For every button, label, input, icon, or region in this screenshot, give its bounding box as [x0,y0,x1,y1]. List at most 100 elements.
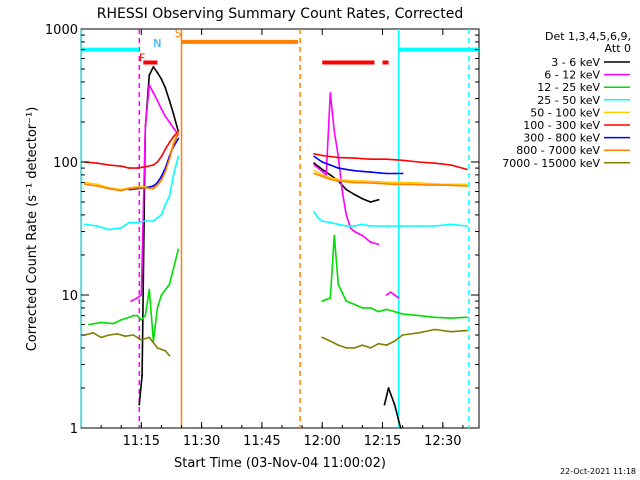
series-50-100-kev-point [345,179,348,182]
y-tick-label: 1000 [45,23,78,38]
x-tick-label: 11:45 [243,434,280,449]
series-12-25-kev-point [449,317,452,320]
series-12-25-kev-point [385,308,388,311]
series-50-100-kev-point [337,178,340,181]
series-25-50-kev-point [449,223,452,226]
series-100-300-kev-point [433,162,436,165]
series-3-6-kev-point [345,188,348,191]
series-6-12-kev-point [329,92,332,94]
series-25-50-kev-point [385,225,388,227]
chart-title: RHESSI Observing Summary Count Rates, Co… [97,6,463,22]
series-100-300-kev-point [96,162,98,165]
series-800-7000-kev-point [152,187,155,190]
series-25-50-kev-point [313,211,316,214]
series-25-50-kev-segment-1 [313,211,467,227]
series-300-800-kev-point [377,171,380,174]
series-12-25-kev-point [321,300,324,302]
marker-f: F [139,51,145,64]
series-25-50-kev-segment-0 [84,156,180,231]
series-800-7000-kev-point [96,185,98,187]
series-7000-15000-kev-point [140,338,143,341]
series-100-300-kev-point [108,164,111,166]
series-25-50-kev-point [329,221,332,224]
series-12-25-kev-point [466,316,468,319]
series-12-25-kev-point [337,283,340,286]
series-25-50-kev-point [152,220,155,222]
series-3-6-kev-point [138,403,141,406]
series-3-6-kev-point [353,193,356,196]
y-axis-ticks: 1 10 100 1000 [45,23,479,437]
series-7000-15000-kev-point [345,347,348,349]
marker-n: N [153,37,161,50]
series-300-800-kev-point [177,137,180,140]
series-800-7000-kev [84,132,468,192]
series-12-25-kev-point [329,297,332,299]
series-12-25-kev-point [136,314,139,317]
series-7000-15000-kev-point [116,332,119,335]
series-100-300-kev-point [353,157,356,159]
series-25-50-kev-point [361,223,364,226]
series-6-12-kev-point [377,243,380,246]
series-25-50-kev-point [108,228,111,231]
legend-header-0: Det 1,3,4,5,6,9, [545,30,631,43]
legend-header-1: Att 0 [605,42,631,55]
x-axis-label: Start Time (03-Nov-04 11:00:02) [174,456,386,471]
legend-label-12-25-kev: 12 - 25 keV [537,81,600,94]
series-300-800-kev-segment-1 [313,155,403,175]
series-3-6-kev-point [369,201,372,203]
series-100-300-kev-segment-1 [314,153,468,171]
series-50-100-kev-point [425,182,428,185]
series-12-25-kev-point [120,318,123,321]
series-25-50-kev-point [433,225,436,227]
series-7000-15000-kev-segment-0 [84,331,171,357]
legend-label-100-300-kev: 100 - 300 keV [523,119,600,132]
series-12-25-kev-point [144,314,147,317]
series-800-7000-kev-point [353,181,356,184]
series-300-800-kev-point [329,164,332,166]
series-3-6-kev-point [160,78,163,81]
y-axis-label: Corrected Count Rate (s⁻¹ detector⁻¹) [25,107,40,352]
series-50-100-kev-point [409,181,412,184]
series-25-50-kev-point [345,225,348,227]
series-300-800-kev-point [321,161,324,163]
series-300-800-kev-point [369,171,372,173]
series-50-100-kev-point [353,180,356,182]
series-6-12-kev-point [317,167,320,169]
series-12-25-kev-point [128,316,131,319]
series-6-12-kev-point [168,121,171,123]
series-100-300-kev-point [337,156,340,159]
series-12-25-kev [88,234,468,343]
series-6-12-kev-point [321,170,324,173]
series-800-7000-kev-point [108,187,111,190]
series-800-7000-kev-point [361,181,364,184]
series-6-12-kev-point [152,92,155,94]
series-50-100-kev-point [313,169,316,172]
series-7000-15000-kev-point [377,342,380,345]
series-6-12-kev-point [389,291,392,294]
x-tick-label: 11:30 [183,434,220,449]
series-25-50-kev-point [144,220,147,222]
legend-label-6-12-kev: 6 - 12 keV [544,69,600,82]
marker-s: S [175,27,182,40]
series-12-25-kev-point [353,303,356,306]
series-800-7000-kev-point [144,186,147,189]
series-6-12-kev-point [313,164,316,166]
series-6-12-kev-point [148,83,151,86]
series-6-12-kev-point [353,230,356,233]
series-100-300-kev-point [168,141,171,144]
series-300-800-kev-point [401,172,404,175]
series-100-300-kev-point [164,148,167,151]
series-50-100-kev-point [361,180,364,182]
series-3-6-kev-point [329,173,332,176]
series-25-50-kev-point [317,216,320,219]
series-25-50-kev-point [466,225,468,227]
series-300-800-kev-point [313,155,316,158]
series-100-300-kev-segment-0 [84,130,179,169]
series-800-7000-kev-point [337,180,340,182]
series-800-7000-kev-point [136,186,139,189]
series-50-100-kev-point [377,180,380,183]
legend-label-25-50-kev: 25 - 50 keV [537,94,600,107]
series-12-25-kev-point [361,306,364,309]
series-300-800-kev-point [156,181,159,184]
